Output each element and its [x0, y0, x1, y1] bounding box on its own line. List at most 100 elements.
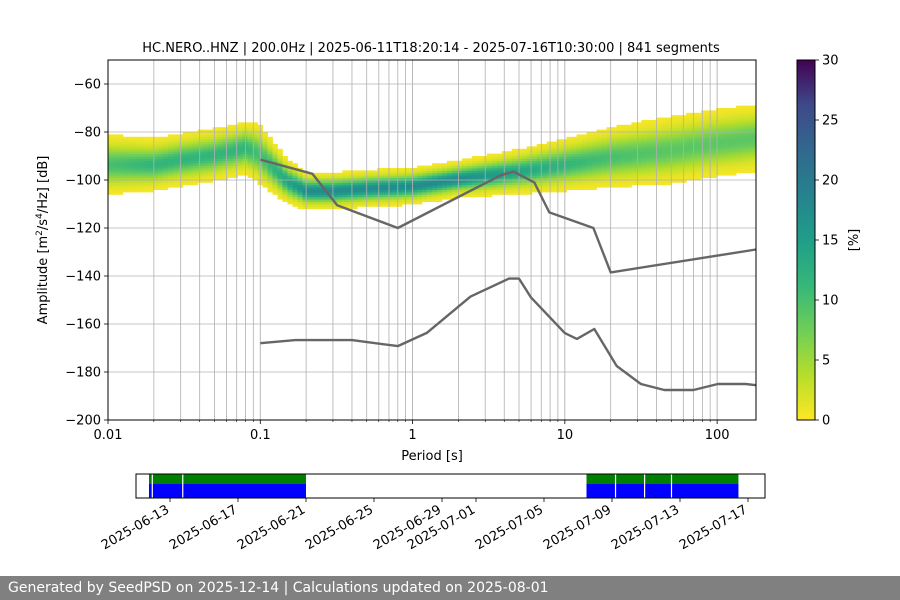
pdf-cell: [511, 172, 518, 176]
pdf-cell: [651, 122, 657, 126]
pdf-cell: [611, 156, 617, 159]
pdf-cell: [127, 165, 134, 169]
pdf-cell: [397, 192, 403, 195]
pdf-cell: [352, 184, 358, 188]
pdf-cell: [701, 153, 707, 157]
pdf-cell: [681, 175, 687, 178]
pdf-cell: [172, 170, 179, 174]
pdf-cell: [277, 180, 283, 183]
pdf-cell: [357, 196, 363, 200]
pdf-cell: [736, 160, 742, 164]
pdf-cell: [322, 175, 328, 178]
pdf-cell: [402, 175, 408, 178]
pdf-cell: [247, 129, 253, 133]
pdf-cell: [262, 153, 268, 157]
pdf-cell: [471, 184, 478, 188]
pdf-cell: [486, 175, 493, 178]
pdf-cell: [142, 189, 149, 193]
pdf-cell: [601, 153, 607, 157]
pdf-cell: [466, 175, 473, 178]
pdf-cell: [282, 184, 288, 188]
pdf-cell: [441, 168, 448, 171]
pdf-cell: [192, 165, 199, 169]
pdf-cell: [621, 148, 627, 152]
pdf-cell: [152, 156, 159, 159]
pdf-cell: [451, 187, 458, 190]
pdf-cell: [117, 156, 124, 159]
pdf-cell: [162, 168, 169, 171]
pdf-cell: [616, 141, 622, 145]
pdf-cell: [741, 144, 747, 147]
pdf-cell: [741, 170, 747, 174]
pdf-cell: [646, 136, 652, 140]
pdf-cell: [626, 184, 632, 188]
pdf-cell: [571, 156, 577, 159]
pdf-cell: [701, 151, 707, 154]
pdf-cell: [671, 129, 677, 133]
pdf-cell: [237, 127, 243, 130]
pdf-cell: [696, 146, 702, 150]
x-tick-label: 10: [557, 428, 574, 443]
pdf-cell: [586, 168, 592, 171]
pdf-cell: [322, 201, 328, 205]
pdf-cell: [422, 180, 428, 183]
pdf-cell: [432, 168, 438, 171]
pdf-cell: [427, 184, 433, 188]
pdf-cell: [217, 172, 224, 176]
pdf-cell: [741, 165, 747, 169]
pdf-cell: [751, 163, 757, 166]
pdf-cell: [571, 144, 577, 147]
pdf-cell: [212, 175, 219, 178]
pdf-cell: [202, 146, 209, 150]
pdf-cell: [681, 172, 687, 176]
pdf-cell: [352, 201, 358, 205]
pdf-cell: [616, 177, 622, 181]
pdf-cell: [591, 153, 597, 157]
pdf-cell: [122, 139, 129, 142]
pdf-cell: [342, 180, 348, 183]
pdf-cell: [706, 132, 712, 135]
pdf-cell: [571, 151, 577, 154]
pdf-cell: [217, 146, 224, 150]
pdf-cell: [596, 134, 602, 138]
pdf-cell: [726, 117, 732, 121]
pdf-cell: [741, 132, 747, 135]
pdf-cell: [227, 129, 234, 133]
pdf-cell: [481, 168, 488, 171]
pdf-cell: [736, 168, 742, 171]
pdf-cell: [112, 177, 119, 181]
pdf-cell: [422, 187, 428, 190]
pdf-cell: [187, 182, 194, 186]
pdf-cell: [322, 184, 328, 188]
pdf-cell: [227, 153, 234, 157]
pdf-cell: [402, 180, 408, 183]
pdf-cell: [287, 177, 293, 181]
pdf-cell: [112, 148, 119, 152]
pdf-cell: [147, 144, 154, 147]
pdf-cell: [207, 180, 214, 183]
pdf-cell: [581, 139, 587, 142]
pdf-cell: [741, 153, 747, 157]
pdf-cell: [117, 192, 124, 195]
pdf-cell: [227, 127, 234, 130]
pdf-cell: [531, 148, 538, 152]
pdf-cell: [382, 199, 388, 202]
pdf-cell: [292, 165, 298, 169]
pdf-cell: [726, 144, 732, 147]
pdf-cell: [651, 168, 657, 171]
pdf-cell: [217, 139, 224, 142]
pdf-cell: [237, 144, 243, 147]
pdf-cell: [551, 180, 558, 183]
pdf-cell: [601, 160, 607, 164]
pdf-cell: [347, 194, 353, 198]
pdf-cell: [352, 180, 358, 183]
pdf-cell: [167, 170, 174, 174]
pdf-cell: [631, 180, 637, 183]
pdf-cell: [147, 153, 154, 157]
pdf-cell: [412, 196, 418, 200]
pdf-cell: [746, 134, 752, 138]
pdf-cell: [317, 196, 323, 200]
pdf-cell: [706, 129, 712, 133]
pdf-cell: [681, 136, 687, 140]
pdf-cell: [671, 122, 677, 126]
